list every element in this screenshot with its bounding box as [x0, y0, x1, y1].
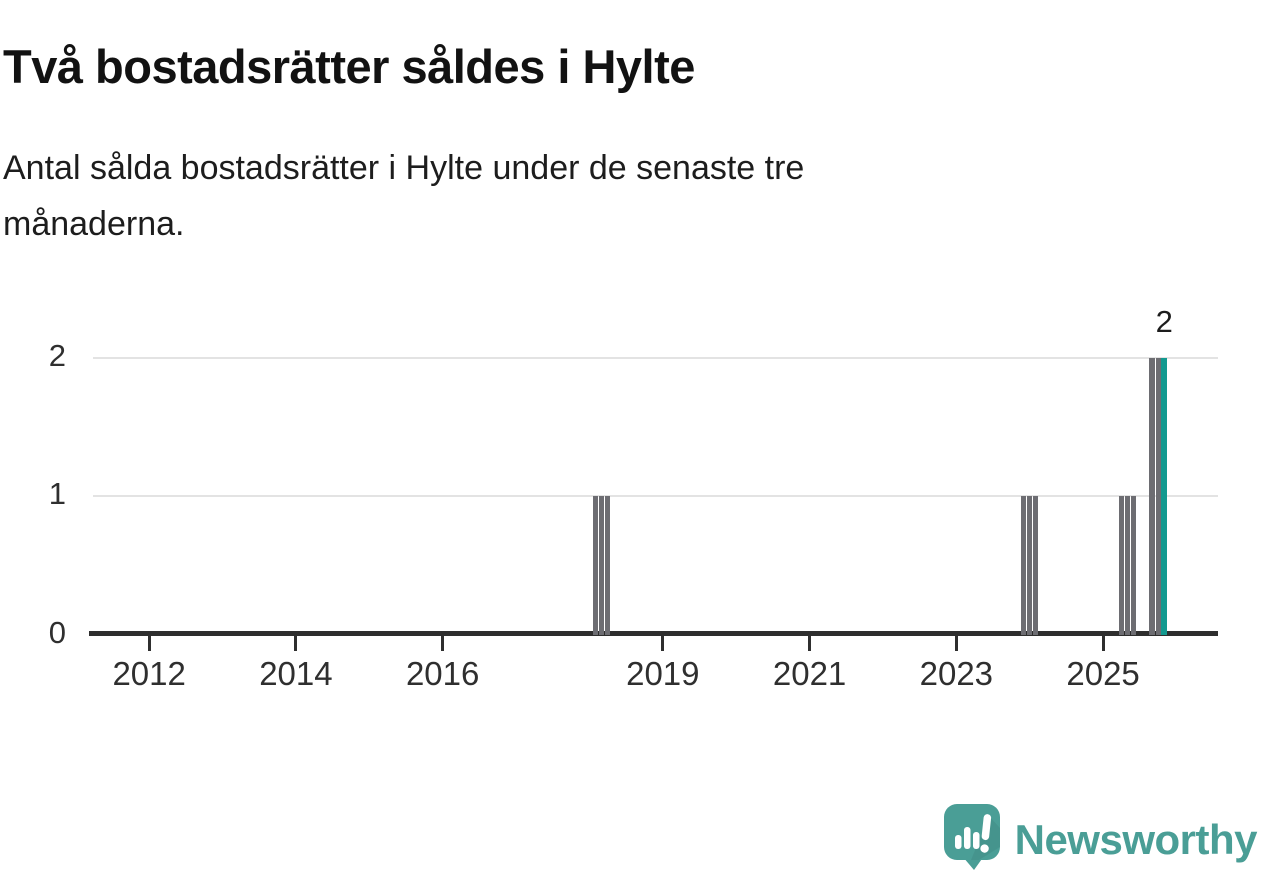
- chart-subtitle-line: månaderna.: [3, 205, 185, 243]
- gridline: [93, 356, 1219, 359]
- bar: [605, 496, 611, 635]
- bar: [1155, 357, 1161, 635]
- bar: [1161, 357, 1168, 635]
- bar: [1149, 357, 1155, 635]
- x-tick: [954, 636, 958, 651]
- bar: [599, 496, 605, 635]
- x-tick: [441, 636, 445, 651]
- x-tick-label: 2019: [626, 655, 700, 692]
- bar: [1033, 496, 1039, 635]
- x-tick: [147, 636, 151, 651]
- y-tick-label: 1: [48, 476, 66, 511]
- chart-title: Två bostadsrätter såldes i Hylte: [3, 40, 695, 94]
- x-tick: [808, 636, 812, 651]
- y-tick-label: 2: [48, 337, 66, 373]
- bar: [1124, 496, 1131, 635]
- x-tick: [294, 636, 298, 651]
- value-label: 2: [1155, 304, 1173, 339]
- x-tick-label: 2016: [405, 655, 480, 692]
- speech-bubble-chart-icon: [943, 803, 1001, 876]
- x-tick: [661, 636, 665, 651]
- newsworthy-logo: Newsworthy: [943, 803, 1258, 876]
- x-tick-label: 2012: [112, 655, 186, 692]
- y-tick-label: 0: [48, 614, 66, 650]
- x-tick-label: 2025: [1066, 655, 1140, 692]
- bar: [1131, 496, 1137, 635]
- chart-subtitle: Antal sålda bostadsrätter i Hylte under …: [3, 140, 804, 252]
- x-tick-label: 2023: [919, 655, 994, 692]
- gridline: [93, 495, 1219, 497]
- x-tick: [1101, 636, 1105, 651]
- x-tick-label: 2021: [772, 655, 847, 692]
- x-tick-label: 2014: [259, 655, 333, 692]
- chart-subtitle-line: Antal sålda bostadsrätter i Hylte under …: [3, 149, 805, 187]
- bar: [1027, 496, 1033, 635]
- bar: [1118, 496, 1125, 635]
- bar: [1021, 496, 1027, 635]
- logo-wordmark: Newsworthy: [1014, 815, 1258, 863]
- x-axis-line: [89, 631, 1219, 636]
- bar: [592, 496, 599, 635]
